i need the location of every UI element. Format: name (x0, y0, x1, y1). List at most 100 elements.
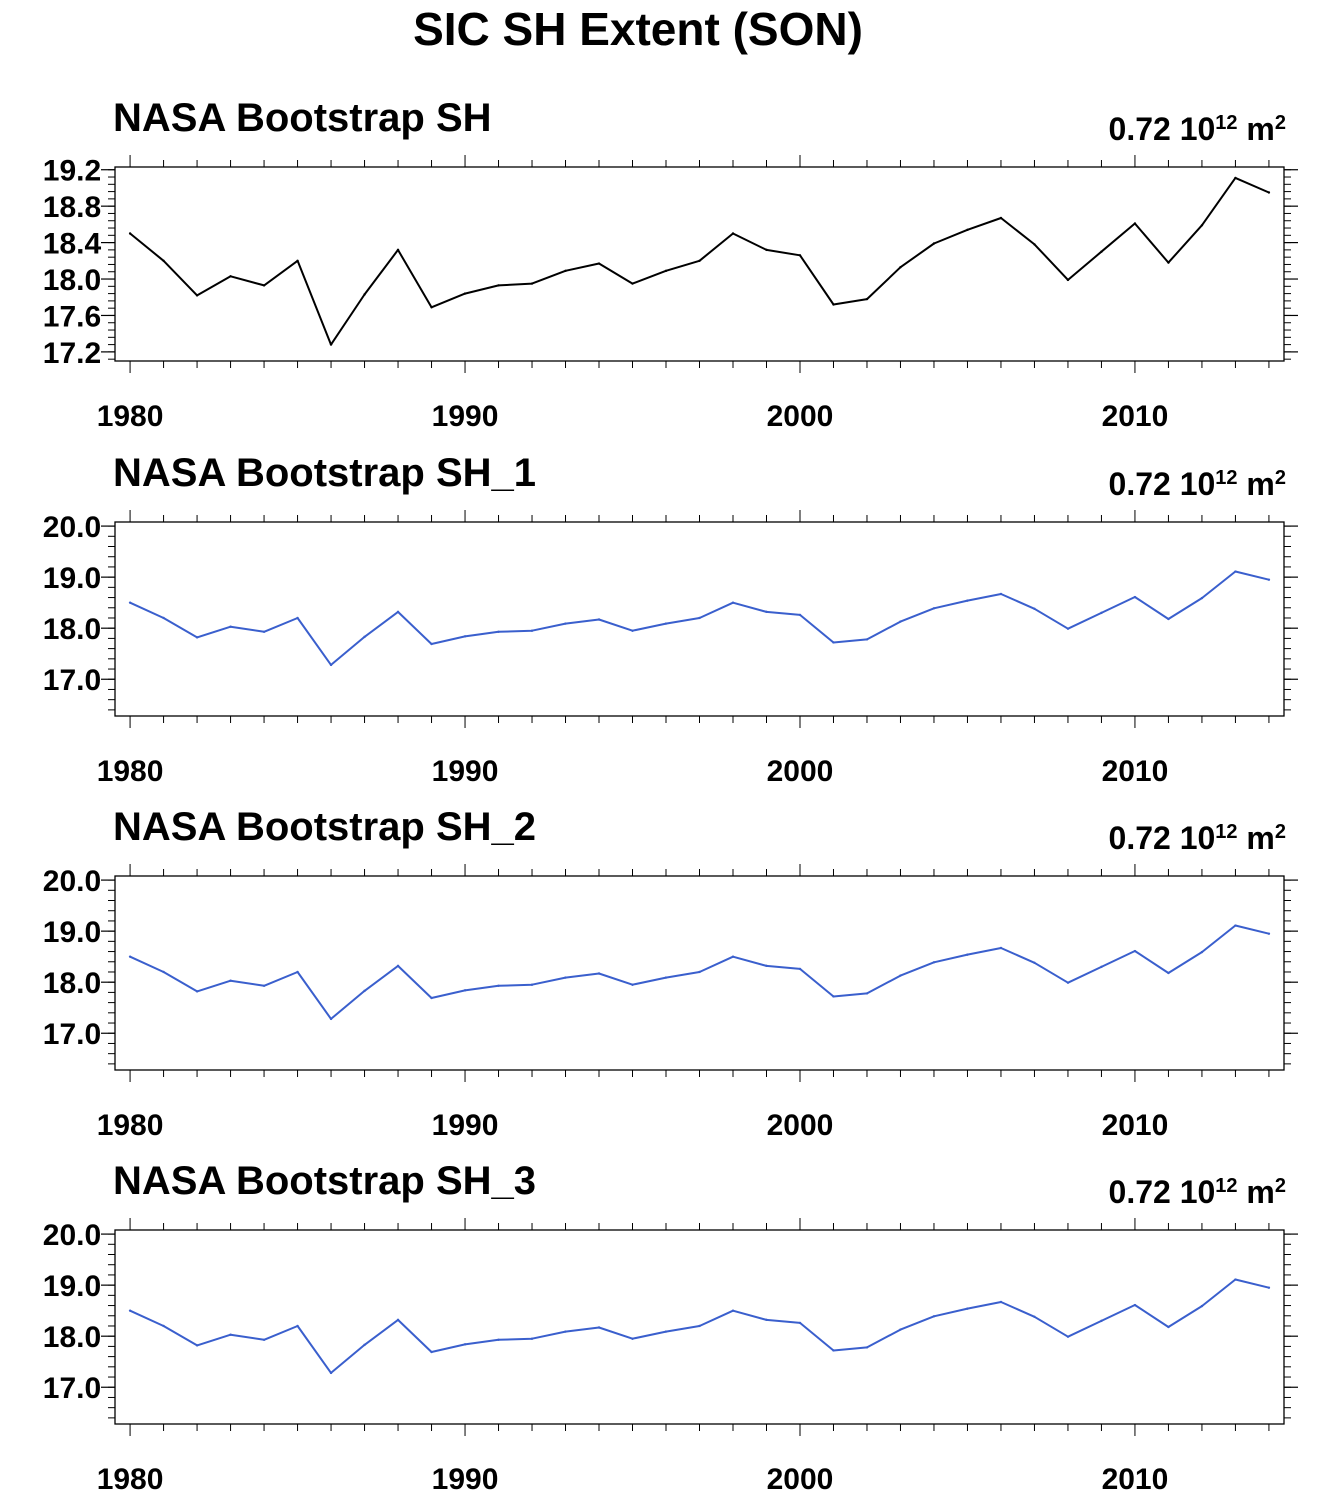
data-point (899, 265, 902, 269)
data-point (932, 1315, 936, 1318)
data-point (530, 1337, 534, 1340)
data-point (798, 254, 802, 257)
data-point (597, 262, 601, 265)
data-point (1066, 981, 1070, 984)
y-tick-label: 18.0 (43, 1321, 101, 1354)
data-point (1066, 627, 1070, 630)
data-point (631, 1337, 634, 1340)
data-point (865, 297, 869, 301)
panel-title: NASA Bootstrap SH_2 (113, 805, 536, 849)
data-point (1133, 595, 1137, 599)
data-point (296, 970, 299, 974)
data-point (597, 972, 601, 975)
data-point (363, 293, 366, 296)
data-point (1033, 607, 1036, 610)
data-point (597, 1326, 601, 1329)
data-point (363, 1343, 366, 1347)
data-point (564, 622, 567, 625)
data-point (798, 613, 802, 617)
data-point (530, 983, 534, 986)
x-tick-label: 2010 (1102, 400, 1169, 433)
panel-title: NASA Bootstrap SH (113, 96, 492, 140)
data-point (932, 242, 936, 245)
data-point (162, 616, 165, 620)
y-tick-label: 17.0 (43, 664, 101, 697)
data-point (296, 1324, 299, 1328)
data-point (195, 294, 199, 297)
x-tick-label: 1990 (432, 755, 499, 788)
data-point (1066, 1335, 1070, 1338)
data-point (899, 620, 902, 623)
data-point (463, 635, 467, 638)
data-point (899, 974, 902, 977)
y-tick-label: 17.6 (43, 300, 101, 333)
data-point (966, 1307, 969, 1310)
y-tick-label: 18.0 (43, 264, 101, 297)
data-point (999, 1300, 1003, 1304)
data-point (430, 1350, 433, 1354)
y-tick-label: 19.0 (43, 562, 101, 595)
data-point (128, 1309, 132, 1312)
y-tick-label: 18.0 (43, 613, 101, 646)
data-point (128, 601, 132, 604)
data-point (296, 616, 299, 620)
data-point (1066, 278, 1070, 282)
data-point (966, 599, 969, 602)
data-point (497, 984, 500, 987)
chart-panel-2: NASA Bootstrap SH_1 0.72 1012 m2 1980 1990 2… (43, 451, 1298, 788)
data-point (932, 961, 936, 964)
data-point (1267, 932, 1271, 935)
data-point (698, 259, 701, 263)
data-point (698, 616, 701, 620)
data-point (1100, 1319, 1103, 1323)
x-tick-label: 1990 (432, 1109, 499, 1142)
y-tick-label: 18.0 (43, 967, 101, 1000)
data-point (698, 1324, 701, 1328)
data-point (262, 984, 266, 987)
data-point (1200, 950, 1204, 954)
data-point (1234, 570, 1237, 573)
data-point (865, 638, 869, 641)
data-point (1200, 1304, 1204, 1308)
y-tick-label: 19.0 (43, 1270, 101, 1303)
data-point (396, 610, 400, 614)
data-point (396, 248, 400, 252)
data-point (731, 601, 735, 604)
panel-title: NASA Bootstrap SH_3 (113, 1159, 536, 1203)
data-point (329, 1017, 333, 1021)
data-point (966, 228, 969, 232)
data-point (363, 989, 366, 993)
data-point (966, 953, 969, 956)
data-point (865, 992, 869, 995)
data-point (664, 269, 668, 273)
data-point (262, 284, 266, 287)
data-point (765, 610, 768, 614)
data-point (765, 964, 768, 968)
data-point (932, 607, 936, 610)
data-point (832, 303, 835, 306)
panel-annotation: 0.72 1012 m2 (1109, 466, 1286, 502)
data-point (296, 259, 299, 263)
data-point (1200, 224, 1204, 227)
data-point (497, 1338, 500, 1341)
data-point (1167, 1325, 1170, 1329)
data-point (229, 275, 232, 278)
data-point (832, 1349, 835, 1352)
y-tick-label: 18.4 (43, 228, 102, 261)
data-point (195, 1344, 199, 1347)
data-point (798, 1321, 802, 1325)
data-point (162, 1324, 165, 1328)
data-point (463, 1343, 467, 1346)
data-point (1167, 261, 1170, 264)
data-point (1133, 949, 1137, 953)
data-point (1200, 596, 1204, 600)
data-point (1133, 222, 1137, 225)
data-point (497, 284, 500, 287)
x-tick-label: 2010 (1102, 1463, 1169, 1496)
data-point (597, 618, 601, 621)
data-point (396, 964, 400, 968)
data-point (530, 629, 534, 632)
data-point (229, 625, 232, 628)
data-point (631, 282, 634, 285)
